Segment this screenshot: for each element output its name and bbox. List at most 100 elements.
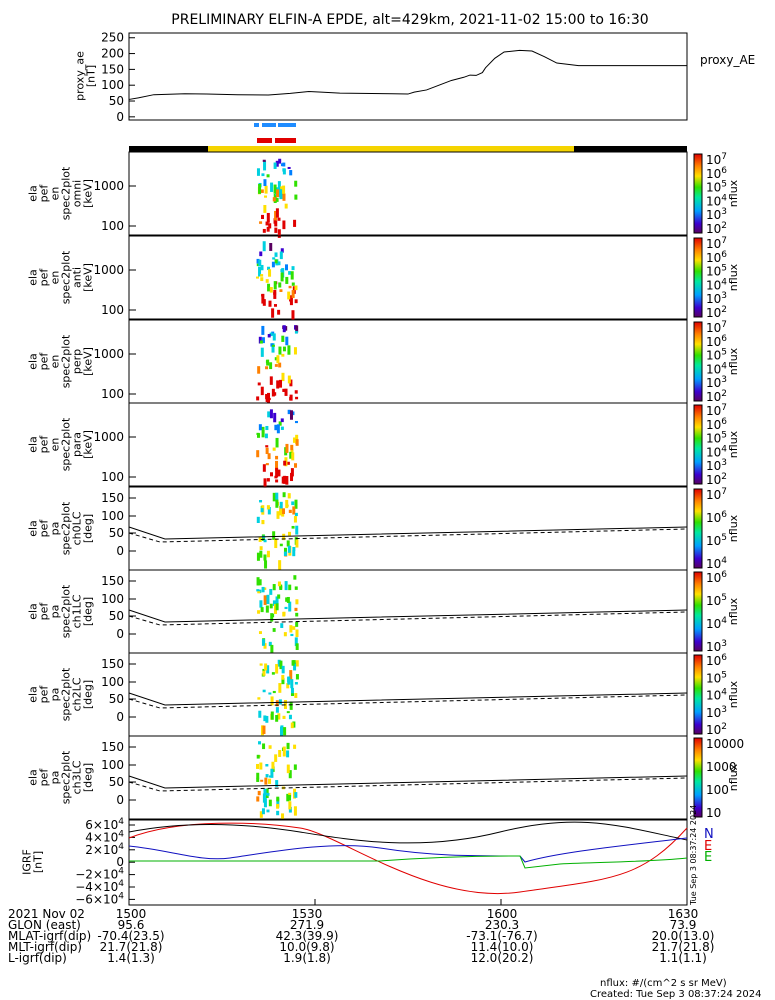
spectrogram-data: [256, 575, 299, 653]
svg-text:[deg]: [deg]: [82, 680, 95, 709]
svg-text:ch2LC: ch2LC: [71, 677, 84, 711]
xaxis-row-label: GLON (east): [8, 918, 81, 932]
igrf-ylabel: IGRF[nT]: [21, 849, 45, 875]
spectrogram-tick-label: 1000: [93, 179, 124, 193]
xaxis-row-value: 1.1(1.1): [659, 951, 707, 965]
orbit-bar-black: [129, 146, 208, 152]
xaxis-row-value: 1530: [292, 907, 323, 921]
svg-text:pa: pa: [49, 771, 62, 785]
xaxis-row-value: -70.4(23.5): [97, 929, 164, 943]
loss-cone-dashed: [128, 777, 688, 792]
spectrogram-frame: [128, 235, 688, 320]
svg-text:pa: pa: [49, 605, 62, 619]
spectrogram-frame: [128, 735, 688, 820]
xaxis-row-value: 1.4(1.3): [107, 951, 155, 965]
svg-text:[deg]: [deg]: [82, 597, 95, 626]
colorbar-label: nflux: [727, 597, 740, 625]
colorbar-tick-label: 103: [706, 375, 727, 390]
spectrogram-data: [256, 158, 298, 238]
spectrogram-tick-label: 100: [101, 470, 124, 484]
loss-cone-solid: [128, 692, 688, 706]
proxy-ae-line: [128, 49, 687, 100]
svg-text:[keV]: [keV]: [82, 179, 95, 208]
svg-text:ela: ela: [27, 603, 40, 620]
spectrogram-frame: [128, 402, 688, 487]
colorbar: [693, 321, 703, 402]
spectrogram-tick-label: 100: [101, 592, 124, 606]
spectrogram-tick-label: 100: [101, 509, 124, 523]
svg-text:[keV]: [keV]: [82, 347, 95, 376]
colorbar: [693, 237, 703, 318]
science-collection-bar: [257, 138, 272, 143]
colorbar-tick-label: 105: [706, 670, 727, 685]
svg-text:omni: omni: [71, 180, 84, 207]
svg-text:ela: ela: [27, 769, 40, 786]
colorbar-tick-label: 106: [706, 417, 727, 432]
svg-text:ela: ela: [27, 269, 40, 286]
spectrogram-tick-label: 100: [101, 387, 124, 401]
xaxis-row-value: 11.4(10.0): [471, 940, 534, 954]
loss-cone-solid: [128, 609, 688, 623]
science-zone-bar: [254, 123, 259, 127]
xaxis-row-value: -73.1(-76.7): [466, 929, 537, 943]
svg-text:pef: pef: [38, 602, 51, 621]
colorbar-tick-label: 103: [706, 207, 727, 222]
xaxis-row-value: 10.0(9.8): [279, 940, 334, 954]
colorbar-label: nflux: [727, 347, 740, 375]
colorbar: [693, 404, 703, 485]
science-collection-bar: [275, 138, 296, 143]
science-zone-bar: [278, 123, 296, 127]
colorbar-tick-label: 103: [706, 458, 727, 473]
igrf-legend-n: N: [704, 827, 714, 842]
spectrogram-tick-label: 150: [101, 740, 124, 754]
spectrogram-data: [256, 741, 298, 819]
science-zone-bar: [262, 123, 276, 127]
svg-text:[deg]: [deg]: [82, 763, 95, 792]
xaxis-row-value: 12.0(20.2): [471, 951, 534, 965]
svg-text:en: en: [49, 187, 62, 201]
colorbar-tick-label: 106: [706, 510, 727, 525]
svg-text:spec2plot: spec2plot: [60, 417, 73, 471]
svg-text:IGRF: IGRF: [21, 849, 34, 875]
colorbar-tick-label: 102: [706, 221, 727, 236]
colorbar-tick-label: 104: [706, 193, 727, 208]
svg-text:en: en: [49, 271, 62, 285]
colorbar: [693, 737, 703, 818]
svg-text:spec2plot: spec2plot: [60, 584, 73, 638]
igrf-tick-label: −4×104: [75, 879, 124, 894]
loss-cone-solid: [128, 775, 688, 789]
colorbar-tick-label: 105: [706, 533, 727, 548]
spectrogram-tick-label: 100: [101, 219, 124, 233]
xaxis-row-value: 21.7(21.8): [652, 940, 715, 954]
colorbar-label: nflux: [727, 680, 740, 708]
colorbar-tick-label: 103: [706, 291, 727, 306]
spectrogram-data: [256, 409, 299, 488]
igrf-green: [129, 855, 688, 869]
xaxis-row-label: MLAT-igrf(dip): [8, 929, 91, 943]
colorbar-tick-label: 103: [706, 705, 727, 720]
svg-text:pef: pef: [38, 268, 51, 287]
loss-cone-dashed: [128, 611, 688, 626]
colorbar-tick-label: 107: [706, 152, 727, 167]
igrf-tick-label: 6×104: [85, 817, 124, 832]
xaxis-row-value: 1.9(1.8): [283, 951, 331, 965]
svg-text:[keV]: [keV]: [82, 430, 95, 459]
svg-text:ela: ela: [27, 436, 40, 453]
svg-text:[keV]: [keV]: [82, 263, 95, 292]
spectrogram-tick-label: 100: [101, 303, 124, 317]
svg-text:ela: ela: [27, 686, 40, 703]
spectrogram-tick-label: 100: [101, 675, 124, 689]
xaxis-row-value: 271.9: [290, 918, 324, 932]
colorbar-tick-label: 100: [706, 783, 729, 797]
svg-text:pef: pef: [38, 685, 51, 704]
spectrogram-tick-label: 50: [109, 609, 124, 623]
colorbar-label: nflux: [727, 263, 740, 291]
colorbar: [693, 488, 703, 569]
proxy-ae-tick-label: 150: [101, 62, 124, 76]
spectrogram-tick-label: 1000: [93, 263, 124, 277]
colorbar-tick-label: 105: [706, 264, 727, 279]
svg-text:anti: anti: [71, 267, 84, 288]
spectrogram-tick-label: 50: [109, 692, 124, 706]
